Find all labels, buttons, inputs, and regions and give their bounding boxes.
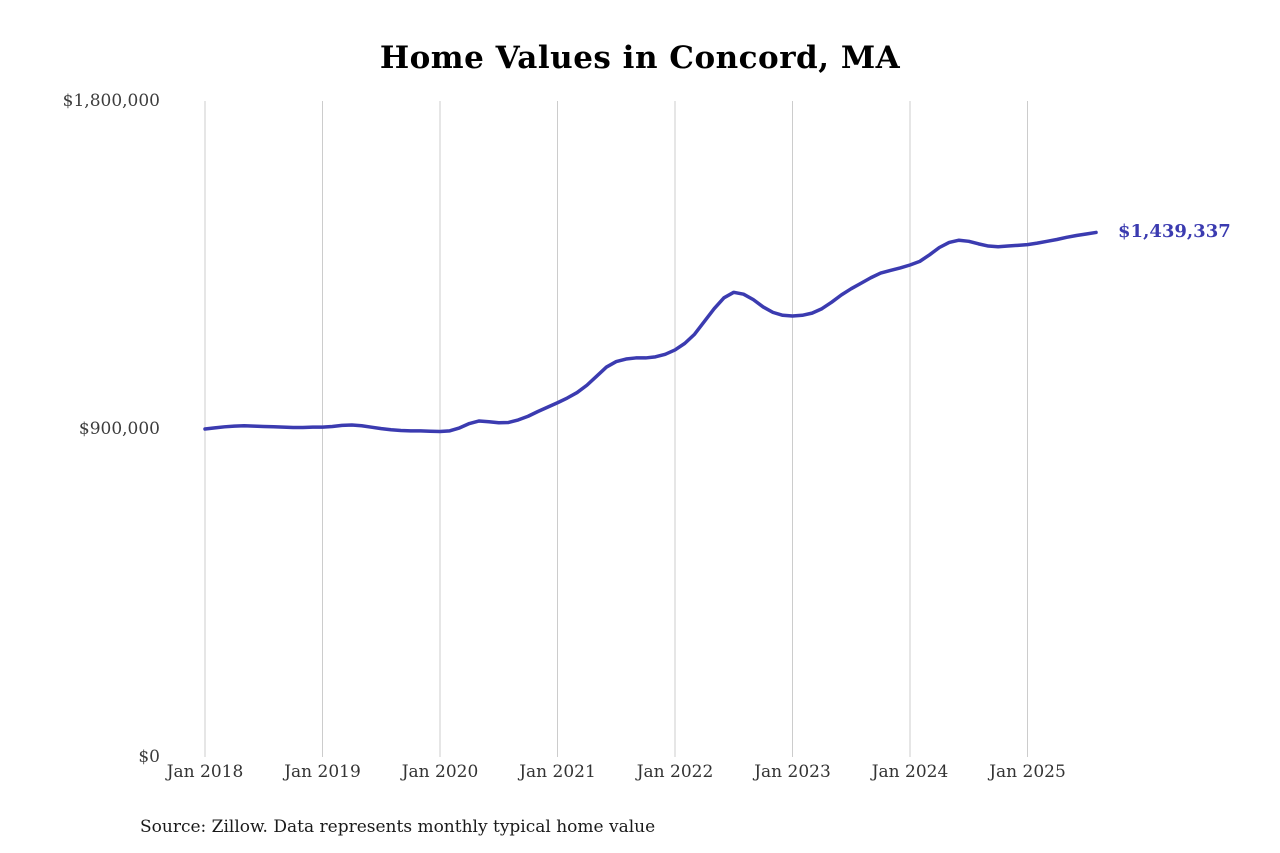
latest-value-label: $1,439,337 (1118, 221, 1231, 243)
y-axis-tick-label: $1,800,000 (62, 91, 160, 111)
x-axis-tick-label: Jan 2018 (166, 762, 244, 782)
x-axis-tick-label: Jan 2024 (871, 762, 949, 782)
x-axis-tick-label: Jan 2019 (284, 762, 361, 782)
y-axis-tick-label: $900,000 (78, 419, 160, 439)
home-value-line (203, 230, 1098, 434)
x-axis-tick-label: Jan 2022 (636, 762, 714, 782)
x-axis-tick-label: Jan 2020 (401, 762, 479, 782)
x-axis-tick-label: Jan 2021 (519, 762, 596, 782)
x-axis-tick-label: Jan 2023 (754, 762, 831, 782)
chart-title: Home Values in Concord, MA (379, 40, 901, 76)
source-note: Source: Zillow. Data represents monthly … (140, 817, 656, 837)
y-axis-tick-label: $0 (138, 747, 160, 767)
x-axis-tick-label: Jan 2025 (989, 762, 1066, 782)
